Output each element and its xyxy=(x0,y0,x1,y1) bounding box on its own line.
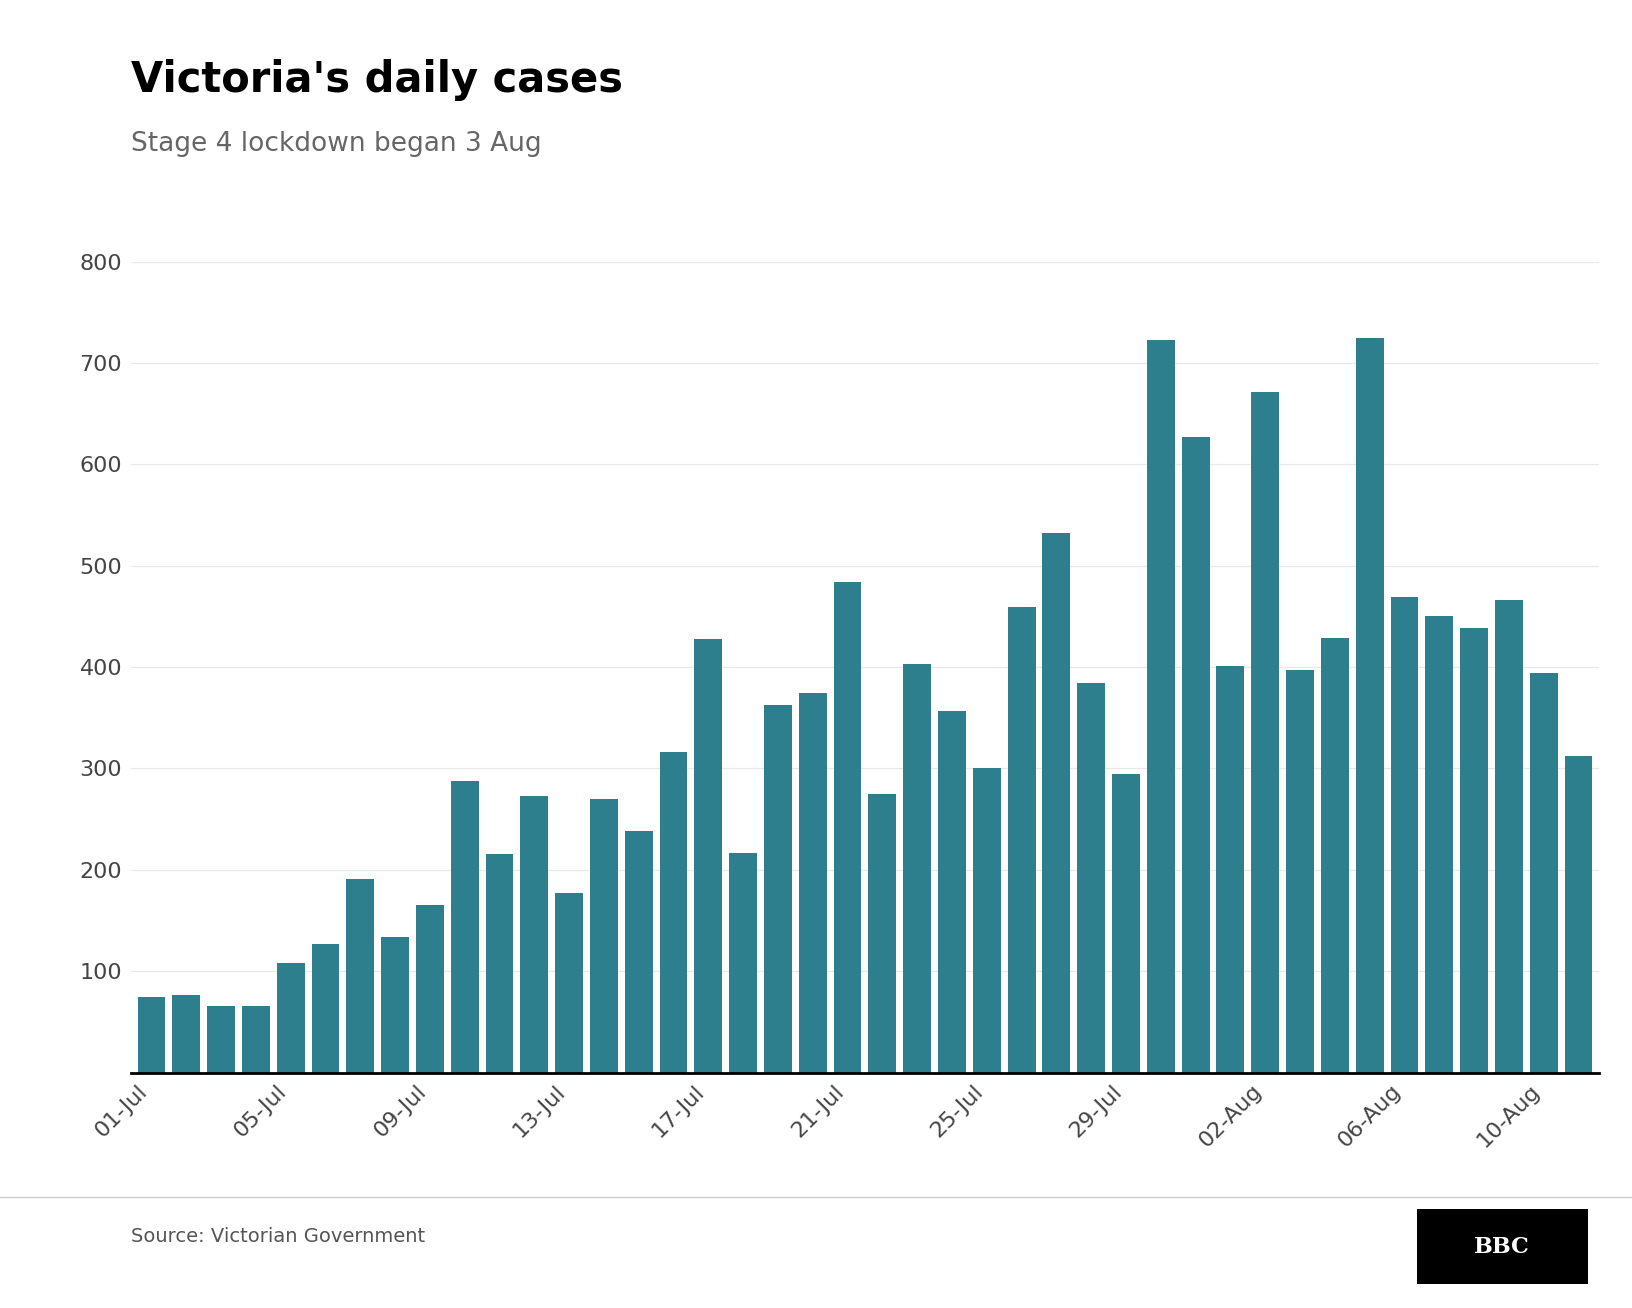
Bar xyxy=(173,994,201,1073)
Bar xyxy=(555,893,583,1073)
Bar xyxy=(938,710,966,1073)
Bar xyxy=(346,879,374,1073)
Bar xyxy=(1111,773,1139,1073)
Bar xyxy=(1147,340,1175,1073)
Bar xyxy=(730,853,757,1073)
Text: Victoria's daily cases: Victoria's daily cases xyxy=(131,59,622,101)
Text: Stage 4 lockdown began 3 Aug: Stage 4 lockdown began 3 Aug xyxy=(131,131,542,157)
Bar xyxy=(1461,628,1488,1073)
Bar xyxy=(764,705,792,1073)
Bar xyxy=(973,769,1000,1073)
Bar xyxy=(242,1006,269,1073)
Text: BBC: BBC xyxy=(1474,1236,1531,1257)
Bar xyxy=(1390,598,1418,1073)
Bar xyxy=(1043,534,1071,1073)
Bar xyxy=(694,638,723,1073)
Bar xyxy=(207,1006,235,1073)
Bar xyxy=(521,795,548,1073)
Bar xyxy=(486,854,514,1073)
Bar xyxy=(1007,607,1036,1073)
Bar xyxy=(1216,666,1244,1073)
Bar xyxy=(1077,683,1105,1073)
Bar xyxy=(1252,392,1279,1073)
Bar xyxy=(591,799,619,1073)
Bar xyxy=(1565,756,1593,1073)
Bar xyxy=(1425,616,1452,1073)
Bar xyxy=(1495,600,1523,1073)
Bar xyxy=(312,944,339,1073)
Bar xyxy=(625,832,653,1073)
Bar xyxy=(1356,337,1384,1073)
Bar xyxy=(450,781,478,1073)
Bar xyxy=(659,752,687,1073)
Bar xyxy=(1286,670,1314,1073)
Bar xyxy=(1529,674,1557,1073)
Bar xyxy=(382,937,410,1073)
Text: Source: Victorian Government: Source: Victorian Government xyxy=(131,1227,424,1245)
Bar xyxy=(416,905,444,1073)
Bar xyxy=(834,582,862,1073)
Bar xyxy=(902,664,932,1073)
Bar xyxy=(798,693,827,1073)
Bar xyxy=(277,963,305,1073)
Bar xyxy=(1182,437,1209,1073)
Bar xyxy=(137,997,165,1073)
Bar xyxy=(1320,638,1348,1073)
Bar xyxy=(868,794,896,1073)
